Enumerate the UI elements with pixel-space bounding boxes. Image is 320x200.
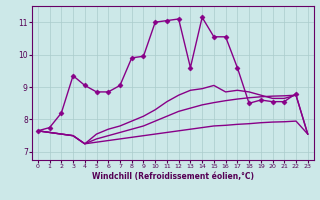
X-axis label: Windchill (Refroidissement éolien,°C): Windchill (Refroidissement éolien,°C) bbox=[92, 172, 254, 181]
